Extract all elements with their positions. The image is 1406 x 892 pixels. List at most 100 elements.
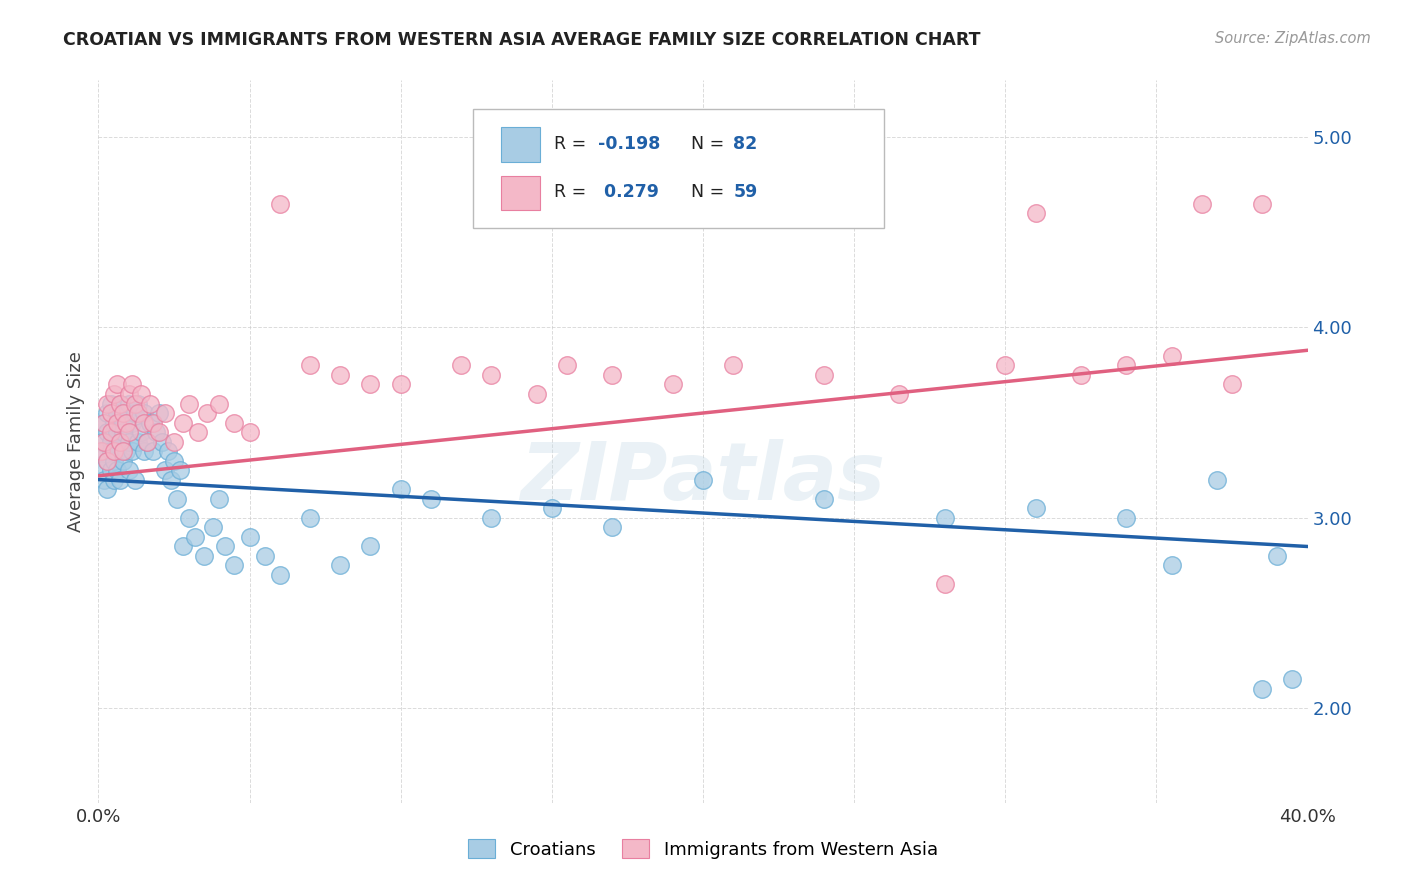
Y-axis label: Average Family Size: Average Family Size [66,351,84,532]
Point [139,416,162,430]
Point [103,387,125,401]
Point [108,396,131,410]
Point [195,406,218,420]
Point [118,387,141,401]
Point [269,197,291,211]
Point [1024,206,1046,220]
Point [121,416,143,430]
Point [540,501,562,516]
Text: 0.279: 0.279 [598,183,658,202]
Point [142,444,165,458]
Text: 59: 59 [734,183,758,202]
Point [172,416,194,430]
Point [100,463,122,477]
Point [1115,510,1137,524]
FancyBboxPatch shape [501,128,540,162]
Point [692,473,714,487]
Point [163,453,186,467]
Point [103,473,125,487]
Point [105,444,128,458]
Point [253,549,276,563]
Point [299,359,322,373]
Point [114,416,136,430]
Text: CROATIAN VS IMMIGRANTS FROM WESTERN ASIA AVERAGE FAMILY SIZE CORRELATION CHART: CROATIAN VS IMMIGRANTS FROM WESTERN ASIA… [63,31,981,49]
Point [114,406,136,420]
Text: -0.198: -0.198 [598,135,661,153]
Point [100,434,122,449]
Point [100,444,122,458]
Point [105,425,128,439]
Point [169,463,191,477]
Point [208,491,231,506]
Point [114,444,136,458]
Point [239,425,262,439]
Point [1206,473,1229,487]
Point [96,406,118,420]
Point [90,434,112,449]
Point [163,434,186,449]
Point [934,510,956,524]
Point [108,434,131,449]
Point [202,520,225,534]
Point [135,434,157,449]
Point [100,406,122,420]
Point [661,377,683,392]
Point [111,453,134,467]
Point [329,368,352,382]
Text: R =: R = [554,135,592,153]
Point [555,359,578,373]
Text: ZIPatlas: ZIPatlas [520,439,886,516]
Point [121,377,143,392]
Point [129,387,152,401]
Point [132,444,155,458]
Point [132,406,155,420]
Point [100,425,122,439]
Point [103,444,125,458]
Point [450,359,472,373]
Point [224,558,246,573]
Point [103,453,125,467]
Point [100,396,122,410]
Point [111,425,134,439]
Point [96,396,118,410]
Point [127,406,149,420]
Point [184,530,207,544]
Point [96,453,118,467]
Text: 82: 82 [734,135,758,153]
Point [481,368,503,382]
Point [139,396,162,410]
Text: N =: N = [690,135,730,153]
Point [187,425,209,439]
Point [481,510,503,524]
Point [813,491,835,506]
Point [156,444,179,458]
Point [90,463,112,477]
Point [118,463,141,477]
Point [723,359,745,373]
Point [299,510,322,524]
Point [1251,197,1274,211]
Point [127,434,149,449]
Point [602,520,624,534]
Point [105,377,128,392]
Point [148,406,170,420]
Point [269,567,291,582]
Point [360,539,382,553]
Point [889,387,911,401]
Point [160,473,183,487]
Point [124,396,146,410]
Point [1191,197,1213,211]
FancyBboxPatch shape [474,109,884,228]
FancyBboxPatch shape [501,176,540,211]
Point [103,425,125,439]
Point [93,473,115,487]
Point [124,406,146,420]
Point [214,539,236,553]
Point [105,463,128,477]
Point [813,368,835,382]
Text: N =: N = [690,183,730,202]
Point [193,549,215,563]
Point [1160,349,1182,363]
Point [93,434,115,449]
Point [329,558,352,573]
